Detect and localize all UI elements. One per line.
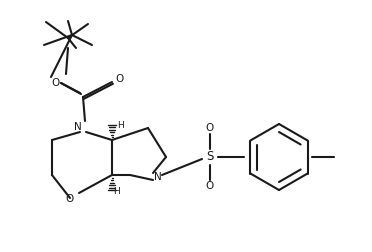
Text: O: O (206, 123, 214, 133)
Text: N: N (74, 122, 82, 132)
Text: S: S (206, 150, 214, 164)
Text: O: O (51, 78, 59, 88)
Text: H: H (117, 121, 124, 131)
Text: H: H (113, 186, 121, 196)
Text: N: N (154, 172, 162, 182)
Text: O: O (206, 181, 214, 191)
Text: O: O (66, 194, 74, 204)
Text: O: O (115, 74, 123, 84)
